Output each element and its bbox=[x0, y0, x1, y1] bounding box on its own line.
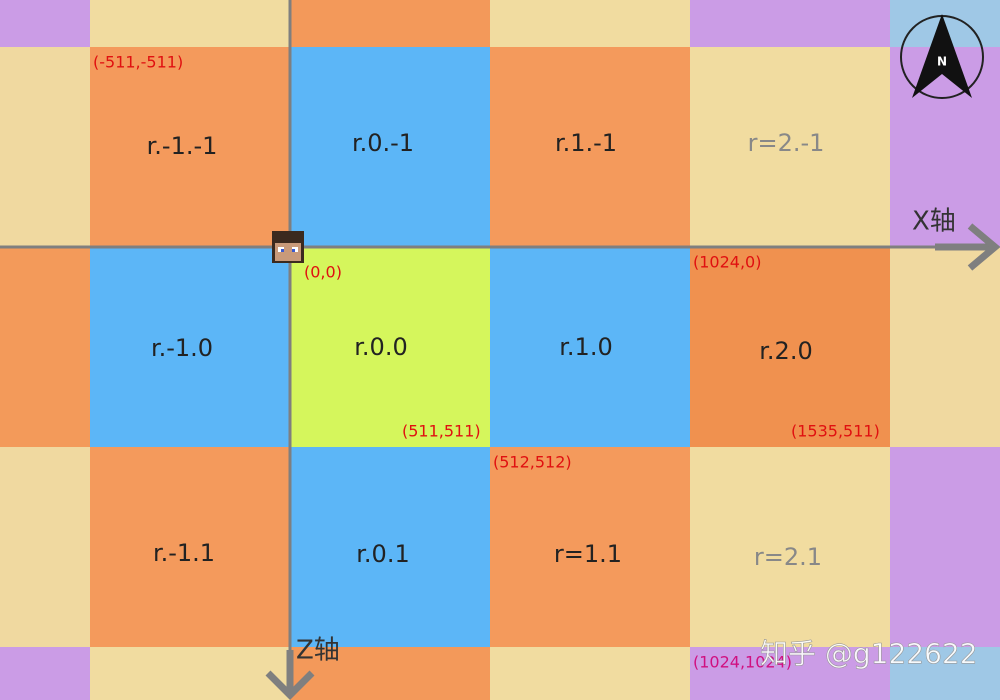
region-label: r.-1.0 bbox=[151, 334, 213, 362]
coordinate-label: (1535,511) bbox=[791, 422, 880, 441]
region-label: r=2.-1 bbox=[748, 129, 825, 157]
watermark: 知乎 @g122622 bbox=[760, 637, 978, 670]
coordinate-label: (0,0) bbox=[304, 263, 342, 282]
coordinate-label: (1024,1024) bbox=[693, 653, 792, 672]
compass-label: N bbox=[937, 55, 947, 69]
region-label: r.-1.-1 bbox=[147, 132, 218, 160]
region-label: r.1.-1 bbox=[555, 129, 617, 157]
region-label: r.0.-1 bbox=[352, 129, 414, 157]
z-axis-label: Z轴 bbox=[296, 636, 340, 666]
x-axis-label: X轴 bbox=[912, 207, 956, 237]
coordinate-label: (512,512) bbox=[493, 453, 572, 472]
coordinate-label: (1024,0) bbox=[693, 253, 761, 272]
region-label: r.0.0 bbox=[354, 333, 407, 361]
coordinate-label: (-511,-511) bbox=[93, 53, 183, 72]
region-label: r.2.0 bbox=[759, 337, 812, 365]
compass: N bbox=[900, 14, 984, 99]
coordinate-label: (511,511) bbox=[402, 422, 481, 441]
region-label: r.0.1 bbox=[356, 540, 409, 568]
player-icon bbox=[272, 231, 304, 263]
region-label: r=1.1 bbox=[554, 540, 622, 568]
region-label: r.-1.1 bbox=[153, 539, 215, 567]
region-label: r.1.0 bbox=[559, 333, 612, 361]
region-label: r=2.1 bbox=[754, 543, 822, 571]
